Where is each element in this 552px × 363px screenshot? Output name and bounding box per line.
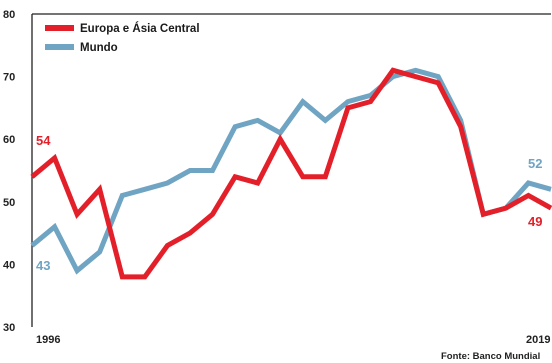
- series-line-europa-asia-central: [30, 67, 552, 280]
- legend: Europa e Ásia Central Mundo: [45, 22, 200, 54]
- y-tick-label: 50: [3, 197, 15, 209]
- y-tick-label: 30: [3, 322, 15, 334]
- y-tick-label: 70: [3, 72, 15, 84]
- series-lines: [30, 67, 552, 280]
- y-tick-label: 80: [3, 9, 15, 21]
- series-mundo-start-label: 43: [36, 258, 50, 273]
- x-tick-label-end: 2019: [526, 334, 550, 346]
- y-tick-label: 40: [3, 259, 15, 271]
- y-axis: 30 40 50 60 70 80: [3, 9, 15, 334]
- series-mundo-end-label: 52: [528, 156, 542, 171]
- x-tick-label-start: 1996: [36, 334, 60, 346]
- y-tick-label: 60: [3, 134, 15, 146]
- legend-label-europa-asia-central: Europa e Ásia Central: [80, 22, 200, 35]
- series-europa-start-label: 54: [36, 133, 51, 148]
- legend-label-mundo: Mundo: [80, 42, 118, 54]
- source-note: Fonte: Banco Mundial: [441, 351, 540, 362]
- plot-frame: [31, 13, 551, 327]
- series-europa-end-label: 49: [528, 214, 542, 229]
